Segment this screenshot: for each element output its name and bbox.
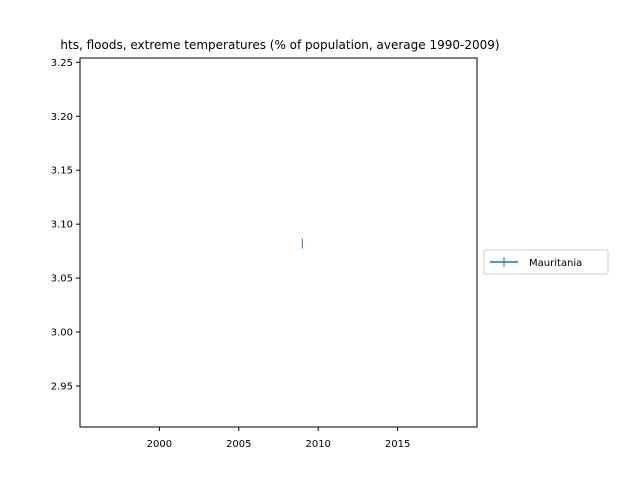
y-tick-label: 3.10	[51, 220, 73, 231]
x-tick-label: 2010	[305, 439, 330, 450]
y-tick-label: 3.15	[51, 166, 73, 177]
x-axis: 2000 2005 2010 2015	[147, 427, 410, 450]
y-tick-label: 3.20	[51, 112, 73, 123]
x-tick-label: 2005	[226, 439, 251, 450]
axes-frame	[79, 57, 478, 428]
y-tick-label: 2.95	[51, 382, 73, 393]
y-tick-label: 3.05	[51, 274, 73, 285]
legend: Mauritania	[483, 249, 609, 275]
legend-label: Mauritania	[529, 258, 582, 269]
x-tick-label: 2000	[147, 439, 172, 450]
x-tick-label: 2015	[385, 439, 410, 450]
y-tick-label: 3.00	[51, 328, 73, 339]
legend-box	[483, 249, 609, 275]
y-axis: 2.95 3.00 3.05 3.10 3.15 3.20 3.25	[51, 58, 80, 393]
y-tick-label: 3.25	[51, 58, 73, 69]
chart-title: hts, floods, extreme temperatures (% of …	[60, 38, 499, 52]
